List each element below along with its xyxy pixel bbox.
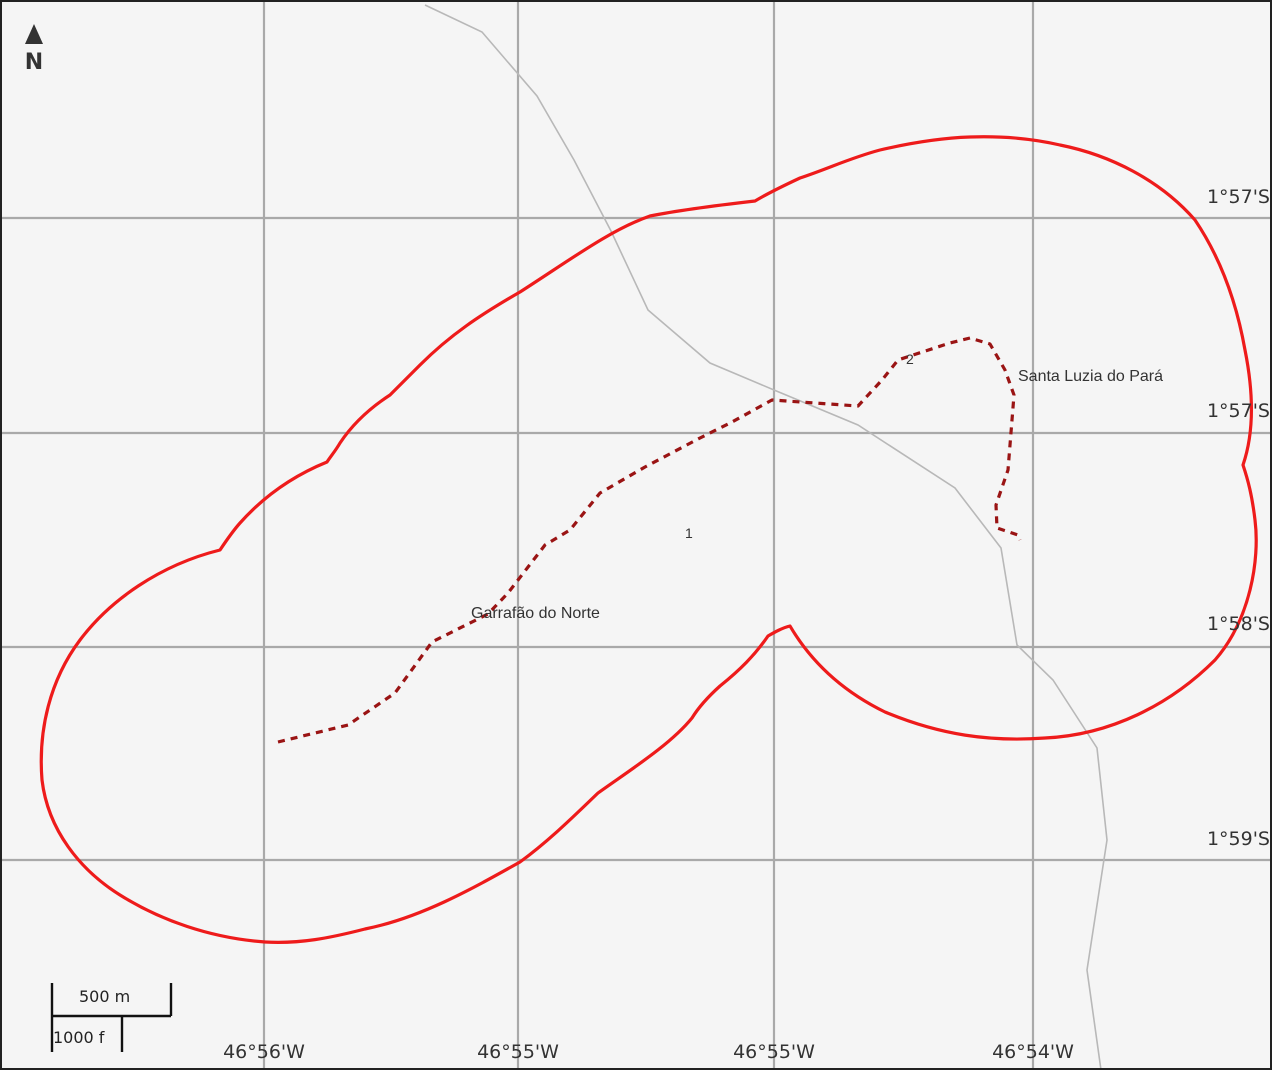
lon-label: 46°54'W: [992, 1041, 1074, 1063]
lat-label: 1°58'S: [1207, 613, 1270, 635]
scale-metric-label: 500 m: [79, 987, 130, 1006]
lat-label: 1°57'S: [1207, 400, 1270, 422]
waypoint-label-2: 2: [906, 351, 914, 367]
road-line: [424, 4, 1108, 1070]
place-label-santa-luzia: Santa Luzia do Pará: [1018, 368, 1163, 385]
gps-track: [277, 336, 1022, 744]
lat-label: 1°57'S: [1207, 186, 1270, 208]
lon-label: 46°56'W: [223, 1041, 305, 1063]
north-label: N: [25, 50, 43, 75]
lon-label: 46°55'W: [733, 1041, 815, 1063]
buffer-outline: [39, 135, 1258, 944]
place-label-garrafao: Garrafão do Norte: [471, 605, 600, 622]
north-arrow: N: [25, 24, 43, 75]
lat-label: 1°59'S: [1207, 828, 1270, 850]
lon-label: 46°55'W: [477, 1041, 559, 1063]
north-arrow-icon: [25, 24, 43, 44]
scale-imperial-label: 1000 f: [53, 1028, 105, 1047]
waypoint-label-1: 1: [685, 525, 693, 541]
scale-bar: 500 m 1000 f: [50, 983, 173, 1052]
